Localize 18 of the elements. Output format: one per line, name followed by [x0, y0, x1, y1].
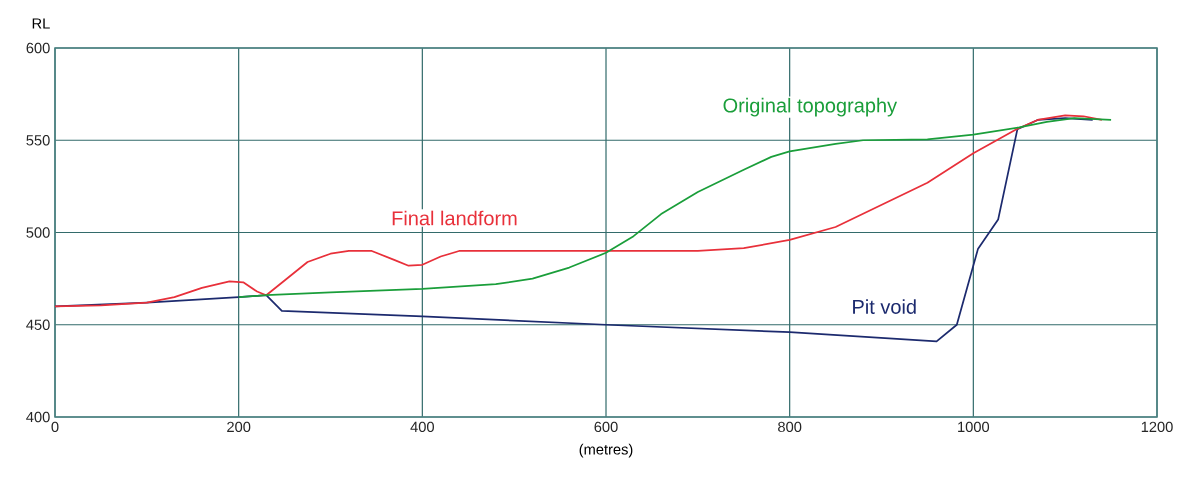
- series-label: Pit void: [853, 299, 916, 314]
- x-tick-label: 1200: [1141, 421, 1173, 433]
- y-tick-label: 600: [26, 42, 50, 54]
- x-tick-label: 600: [594, 421, 618, 433]
- x-axis-title: (metres): [579, 443, 633, 458]
- x-tick-label: 400: [410, 421, 434, 433]
- y-tick-label: 550: [26, 135, 50, 146]
- x-tick-label: 800: [778, 421, 802, 433]
- line-series: [237, 117, 1112, 298]
- x-tick-label: 1000: [958, 421, 990, 433]
- y-tick-label: 450: [26, 319, 50, 330]
- series-label: Original topography: [723, 97, 898, 117]
- y-tick-label: 400: [26, 411, 50, 423]
- series-label: Final landform: [392, 210, 517, 226]
- y-axis-title: RL: [32, 18, 50, 29]
- y-tick-label: 500: [26, 227, 50, 238]
- x-tick-label: 200: [227, 421, 251, 433]
- x-tick-label: 0: [51, 421, 59, 433]
